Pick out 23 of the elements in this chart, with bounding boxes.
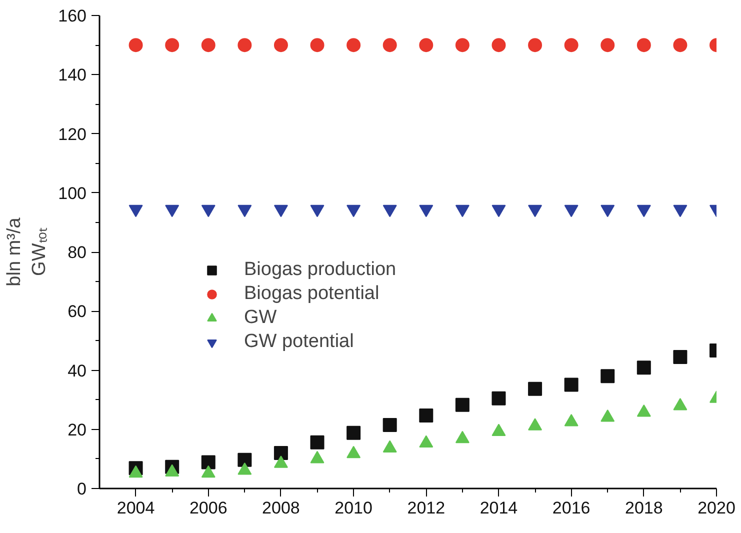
x-tick-label: 2004	[116, 498, 155, 518]
y-tick-label: 40	[68, 361, 87, 380]
y-tick-label: 0	[77, 480, 87, 498]
y-tick-label: 20	[68, 420, 87, 440]
x-tick-label: 2020	[698, 498, 736, 518]
y-tick-label: 80	[68, 243, 87, 262]
y-tick-label: 120	[58, 124, 87, 144]
x-tick-label: 2008	[262, 498, 300, 518]
legend-label: Biogas production	[244, 259, 396, 281]
legend-label: Biogas potential	[244, 283, 380, 305]
legend-label: GW potential	[244, 331, 354, 353]
x-tick-label: 2010	[334, 498, 372, 518]
y-tick-label: 60	[68, 302, 87, 322]
legend-label: GW	[244, 307, 277, 329]
x-tick-label: 2018	[625, 498, 663, 518]
x-tick-label: 2016	[552, 498, 590, 518]
x-tick-label: 2006	[189, 498, 228, 518]
y-axis-title: bln m³/a GWₜₒₜ	[4, 217, 50, 286]
y-tick-label: 100	[58, 184, 87, 203]
y-tick-label: 140	[58, 66, 87, 85]
y-tick-label: 160	[58, 6, 87, 26]
x-tick-label: 2012	[407, 498, 446, 518]
x-tick-label: 2014	[480, 498, 518, 518]
